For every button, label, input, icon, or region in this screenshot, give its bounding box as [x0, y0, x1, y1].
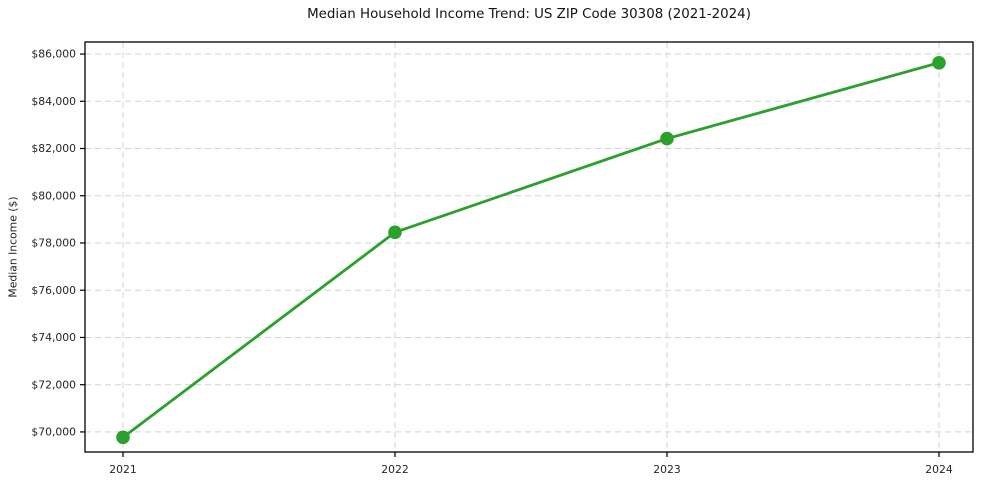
data-line — [121, 61, 941, 439]
y-tick-label: $82,000 — [31, 142, 76, 155]
x-tick-label: 2021 — [109, 463, 136, 476]
plot-border — [84, 41, 974, 453]
y-tick-label: $76,000 — [31, 284, 76, 297]
data-point — [660, 131, 674, 146]
x-tick-label: 2023 — [653, 463, 680, 476]
y-tick-label: $70,000 — [31, 426, 76, 439]
y-tick-label: $86,000 — [31, 48, 76, 61]
x-tick-label: 2024 — [925, 463, 953, 476]
y-tick-label: $80,000 — [31, 189, 76, 202]
data-point — [932, 55, 946, 70]
y-tick-label: $78,000 — [31, 237, 76, 250]
y-tick-label: $72,000 — [31, 378, 76, 391]
chart-title: Median Household Income Trend: US ZIP Co… — [307, 7, 751, 22]
y-tick-label: $84,000 — [31, 95, 76, 108]
data-point — [388, 225, 402, 240]
x-tick-label: 2022 — [381, 463, 408, 476]
y-tick-label: $74,000 — [31, 331, 76, 344]
data-point — [116, 430, 130, 445]
